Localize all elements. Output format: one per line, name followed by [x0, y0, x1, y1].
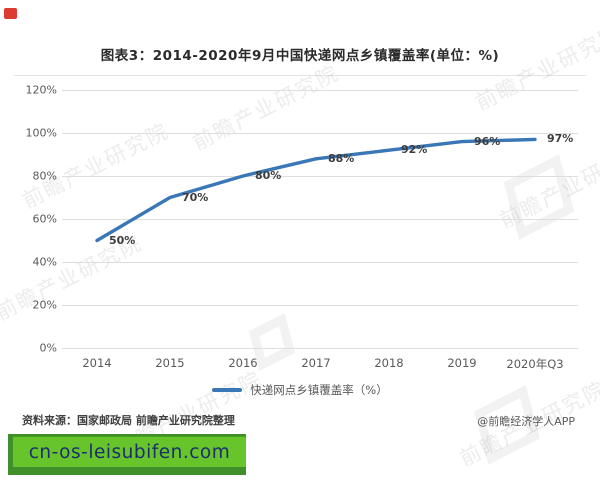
watermark-logo-icon	[503, 154, 575, 240]
legend-line-swatch	[212, 388, 243, 392]
x-axis-tick-label: 2016	[228, 356, 258, 370]
watermark-text: 前瞻产业研究院	[188, 60, 344, 156]
watermark-text: 前瞻产业研究院	[471, 20, 600, 116]
y-axis-tick-label: 40%	[32, 255, 57, 269]
credit-note: @前瞻经济学人APP	[477, 415, 575, 428]
data-point-label: 50%	[109, 233, 136, 247]
gridline	[62, 305, 578, 306]
y-axis-tick-label: 20%	[32, 298, 57, 312]
site-banner-inner: cn-os-leisubifen.com	[13, 436, 246, 467]
legend: 快递网点乡镇覆盖率（%）	[0, 382, 600, 398]
gridline	[62, 133, 578, 134]
gridline	[62, 219, 578, 220]
x-axis-tick-label: 2019	[447, 356, 477, 370]
site-banner[interactable]: cn-os-leisubifen.com	[8, 434, 246, 475]
legend-label: 快递网点乡镇覆盖率（%）	[250, 383, 388, 397]
site-banner-text: cn-os-leisubifen.com	[28, 441, 231, 463]
y-axis-tick-label: 80%	[32, 169, 57, 183]
red-badge-icon	[4, 8, 17, 19]
y-axis-tick-label: 100%	[25, 126, 57, 140]
y-axis-tick-label: 120%	[25, 83, 57, 97]
data-point-label: 70%	[182, 190, 209, 204]
source-note: 资料来源：国家邮政局 前瞻产业研究院整理	[22, 414, 235, 427]
x-axis-tick-label: 2015	[155, 356, 185, 370]
x-axis-tick-label: 2017	[301, 356, 331, 370]
data-point-label: 96%	[474, 134, 501, 148]
data-point-label: 92%	[401, 143, 428, 157]
y-axis-tick-label: 60%	[32, 212, 57, 226]
y-axis-tick-label: 0%	[39, 341, 57, 355]
x-axis-tick-label: 2020年Q3	[506, 357, 564, 371]
chart-title: 图表3：2014-2020年9月中国快递网点乡镇覆盖率(单位：%)	[100, 48, 500, 64]
coverage-line-series	[95, 137, 537, 243]
gridline	[62, 262, 578, 263]
gridline	[62, 90, 578, 91]
data-point-label: 97%	[547, 132, 574, 146]
title-divider	[14, 75, 586, 76]
x-axis-tick-label: 2018	[374, 356, 404, 370]
data-point-label: 80%	[255, 169, 282, 182]
x-axis-tick-label: 2014	[82, 356, 112, 370]
data-point-label: 88%	[328, 151, 355, 165]
gridline	[62, 176, 578, 177]
gridline	[62, 348, 578, 349]
